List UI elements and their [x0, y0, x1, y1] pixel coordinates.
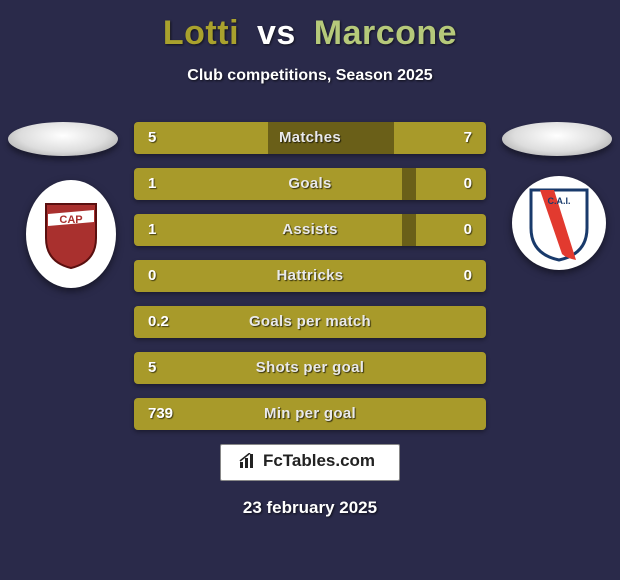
player1-name: Lotti	[163, 14, 239, 52]
player1-silhouette	[8, 122, 118, 156]
stat-row: 5Shots per goal	[134, 352, 486, 384]
svg-text:CAP: CAP	[59, 214, 82, 226]
team2-crest: C.A.I.	[512, 176, 606, 270]
vs-label: vs	[257, 14, 296, 52]
stat-label: Min per goal	[134, 398, 486, 430]
stat-row: 10Assists	[134, 214, 486, 246]
stat-row: 57Matches	[134, 122, 486, 154]
svg-text:C.A.I.: C.A.I.	[547, 196, 570, 206]
subtitle: Club competitions, Season 2025	[0, 67, 620, 85]
team2-shield-icon: C.A.I.	[526, 184, 592, 262]
brand-badge: FcTables.com	[220, 444, 400, 481]
brand-text: FcTables.com	[263, 451, 375, 470]
stat-label: Assists	[134, 214, 486, 246]
stat-label: Shots per goal	[134, 352, 486, 384]
stat-label: Goals per match	[134, 306, 486, 338]
stat-row: 0.2Goals per match	[134, 306, 486, 338]
brand-chart-icon	[239, 453, 257, 474]
comparison-title: Lotti vs Marcone	[0, 0, 620, 53]
stat-label: Goals	[134, 168, 486, 200]
stat-row: 739Min per goal	[134, 398, 486, 430]
stat-row: 00Hattricks	[134, 260, 486, 292]
stat-row: 10Goals	[134, 168, 486, 200]
team1-crest: CAP	[26, 180, 116, 288]
stat-label: Hattricks	[134, 260, 486, 292]
player2-silhouette	[502, 122, 612, 156]
brand-wrap: FcTables.com	[0, 444, 620, 481]
player2-name: Marcone	[314, 14, 457, 52]
date-label: 23 february 2025	[243, 498, 377, 517]
date-wrap: 23 february 2025	[0, 498, 620, 518]
team1-shield-icon: CAP	[42, 198, 100, 270]
stat-bars: 57Matches 10Goals 10Assists 00Hattricks 0.2G…	[134, 122, 486, 444]
stat-label: Matches	[134, 122, 486, 154]
